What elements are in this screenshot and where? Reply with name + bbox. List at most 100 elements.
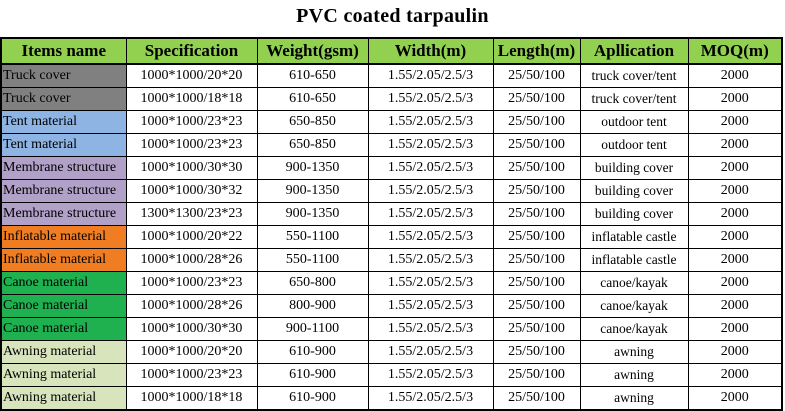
cell-item-name: Awning material <box>0 386 127 411</box>
cell-weight: 650-850 <box>256 133 369 157</box>
cell-width: 1.55/2.05/2.5/3 <box>367 63 494 88</box>
cell-weight: 900-1350 <box>256 156 369 180</box>
product-table: Items name Specification Weight(gsm) Wid… <box>0 37 783 411</box>
cell-length: 25/50/100 <box>492 340 581 364</box>
cell-length: 25/50/100 <box>492 294 581 318</box>
cell-weight: 550-1100 <box>256 248 369 272</box>
header-row: Items name Specification Weight(gsm) Wid… <box>0 37 783 65</box>
cell-specification: 1000*1000/30*32 <box>125 179 258 203</box>
cell-length: 25/50/100 <box>492 87 581 111</box>
cell-moq: 2000 <box>687 156 783 180</box>
cell-moq: 2000 <box>687 110 783 134</box>
cell-moq: 2000 <box>687 179 783 203</box>
cell-length: 25/50/100 <box>492 133 581 157</box>
cell-length: 25/50/100 <box>492 63 581 88</box>
cell-item-name: Canoe material <box>0 317 127 341</box>
table-row: Awning material 1000*1000/18*18 610-900 1.5… <box>0 386 783 411</box>
table-row: Membrane structure 1000*1000/30*30 900-135… <box>0 156 783 180</box>
cell-application: truck cover/tent <box>579 87 689 111</box>
cell-specification: 1000*1000/28*26 <box>125 294 258 318</box>
cell-application: building cover <box>579 179 689 203</box>
cell-width: 1.55/2.05/2.5/3 <box>367 179 494 203</box>
table-row: Tent material 1000*1000/23*23 650-850 1.55/… <box>0 110 783 134</box>
cell-width: 1.55/2.05/2.5/3 <box>367 87 494 111</box>
cell-width: 1.55/2.05/2.5/3 <box>367 156 494 180</box>
cell-specification: 1000*1000/20*22 <box>125 225 258 249</box>
table-row: Inflatable material 1000*1000/28*26 550-11… <box>0 248 783 272</box>
cell-width: 1.55/2.05/2.5/3 <box>367 202 494 226</box>
cell-item-name: Inflatable material <box>0 248 127 272</box>
cell-item-name: Truck cover <box>0 63 127 88</box>
cell-moq: 2000 <box>687 248 783 272</box>
cell-moq: 2000 <box>687 202 783 226</box>
cell-weight: 900-1350 <box>256 202 369 226</box>
cell-application: inflatable castle <box>579 225 689 249</box>
table-row: Membrane structure 1300*1300/23*23 900-135… <box>0 202 783 226</box>
cell-moq: 2000 <box>687 63 783 88</box>
cell-length: 25/50/100 <box>492 110 581 134</box>
cell-application: building cover <box>579 156 689 180</box>
cell-weight: 610-900 <box>256 363 369 387</box>
cell-specification: 1000*1000/18*18 <box>125 386 258 411</box>
cell-application: outdoor tent <box>579 133 689 157</box>
cell-length: 25/50/100 <box>492 271 581 295</box>
cell-weight: 900-1100 <box>256 317 369 341</box>
table-row: Inflatable material 1000*1000/20*22 550-11… <box>0 225 783 249</box>
cell-width: 1.55/2.05/2.5/3 <box>367 248 494 272</box>
cell-specification: 1000*1000/20*20 <box>125 63 258 88</box>
cell-item-name: Canoe material <box>0 294 127 318</box>
cell-width: 1.55/2.05/2.5/3 <box>367 386 494 411</box>
cell-application: inflatable castle <box>579 248 689 272</box>
table-row: Awning material 1000*1000/23*23 610-900 1.5… <box>0 363 783 387</box>
table-row: Membrane structure 1000*1000/30*32 900-135… <box>0 179 783 203</box>
cell-moq: 2000 <box>687 340 783 364</box>
cell-moq: 2000 <box>687 133 783 157</box>
column-header-specification: Specification <box>125 37 258 65</box>
cell-moq: 2000 <box>687 271 783 295</box>
cell-length: 25/50/100 <box>492 363 581 387</box>
cell-item-name: Tent material <box>0 133 127 157</box>
page-title: PVC coated tarpaulin <box>296 5 489 27</box>
cell-width: 1.55/2.05/2.5/3 <box>367 363 494 387</box>
cell-specification: 1000*1000/18*18 <box>125 87 258 111</box>
column-header-application: Apllication <box>579 37 689 65</box>
cell-length: 25/50/100 <box>492 202 581 226</box>
cell-item-name: Canoe material <box>0 271 127 295</box>
cell-application: canoe/kayak <box>579 317 689 341</box>
cell-length: 25/50/100 <box>492 317 581 341</box>
cell-width: 1.55/2.05/2.5/3 <box>367 110 494 134</box>
cell-item-name: Membrane structure <box>0 156 127 180</box>
cell-weight: 550-1100 <box>256 225 369 249</box>
table-row: Truck cover 1000*1000/20*20 610-650 1.55/2.… <box>0 63 783 88</box>
cell-application: awning <box>579 363 689 387</box>
table-row: Truck cover 1000*1000/18*18 610-650 1.55/2.… <box>0 87 783 111</box>
cell-specification: 1300*1300/23*23 <box>125 202 258 226</box>
cell-weight: 650-850 <box>256 110 369 134</box>
cell-application: outdoor tent <box>579 110 689 134</box>
column-header-width: Width(m) <box>367 37 494 65</box>
cell-specification: 1000*1000/23*23 <box>125 271 258 295</box>
column-header-weight: Weight(gsm) <box>256 37 369 65</box>
cell-weight: 610-650 <box>256 87 369 111</box>
cell-width: 1.55/2.05/2.5/3 <box>367 340 494 364</box>
cell-length: 25/50/100 <box>492 179 581 203</box>
cell-moq: 2000 <box>687 225 783 249</box>
table-body: Truck cover 1000*1000/20*20 610-650 1.55/2.… <box>0 63 783 411</box>
cell-length: 25/50/100 <box>492 386 581 411</box>
cell-specification: 1000*1000/30*30 <box>125 317 258 341</box>
cell-length: 25/50/100 <box>492 248 581 272</box>
cell-width: 1.55/2.05/2.5/3 <box>367 294 494 318</box>
cell-weight: 900-1350 <box>256 179 369 203</box>
cell-length: 25/50/100 <box>492 225 581 249</box>
table-row: Canoe material 1000*1000/30*30 900-1100 1.5… <box>0 317 783 341</box>
cell-item-name: Truck cover <box>0 87 127 111</box>
cell-weight: 610-900 <box>256 340 369 364</box>
column-header-length: Length(m) <box>492 37 581 65</box>
cell-application: canoe/kayak <box>579 294 689 318</box>
cell-moq: 2000 <box>687 363 783 387</box>
cell-weight: 610-650 <box>256 63 369 88</box>
cell-specification: 1000*1000/23*23 <box>125 133 258 157</box>
cell-specification: 1000*1000/23*23 <box>125 110 258 134</box>
cell-item-name: Membrane structure <box>0 202 127 226</box>
table-row: Tent material 1000*1000/23*23 650-850 1.55/… <box>0 133 783 157</box>
